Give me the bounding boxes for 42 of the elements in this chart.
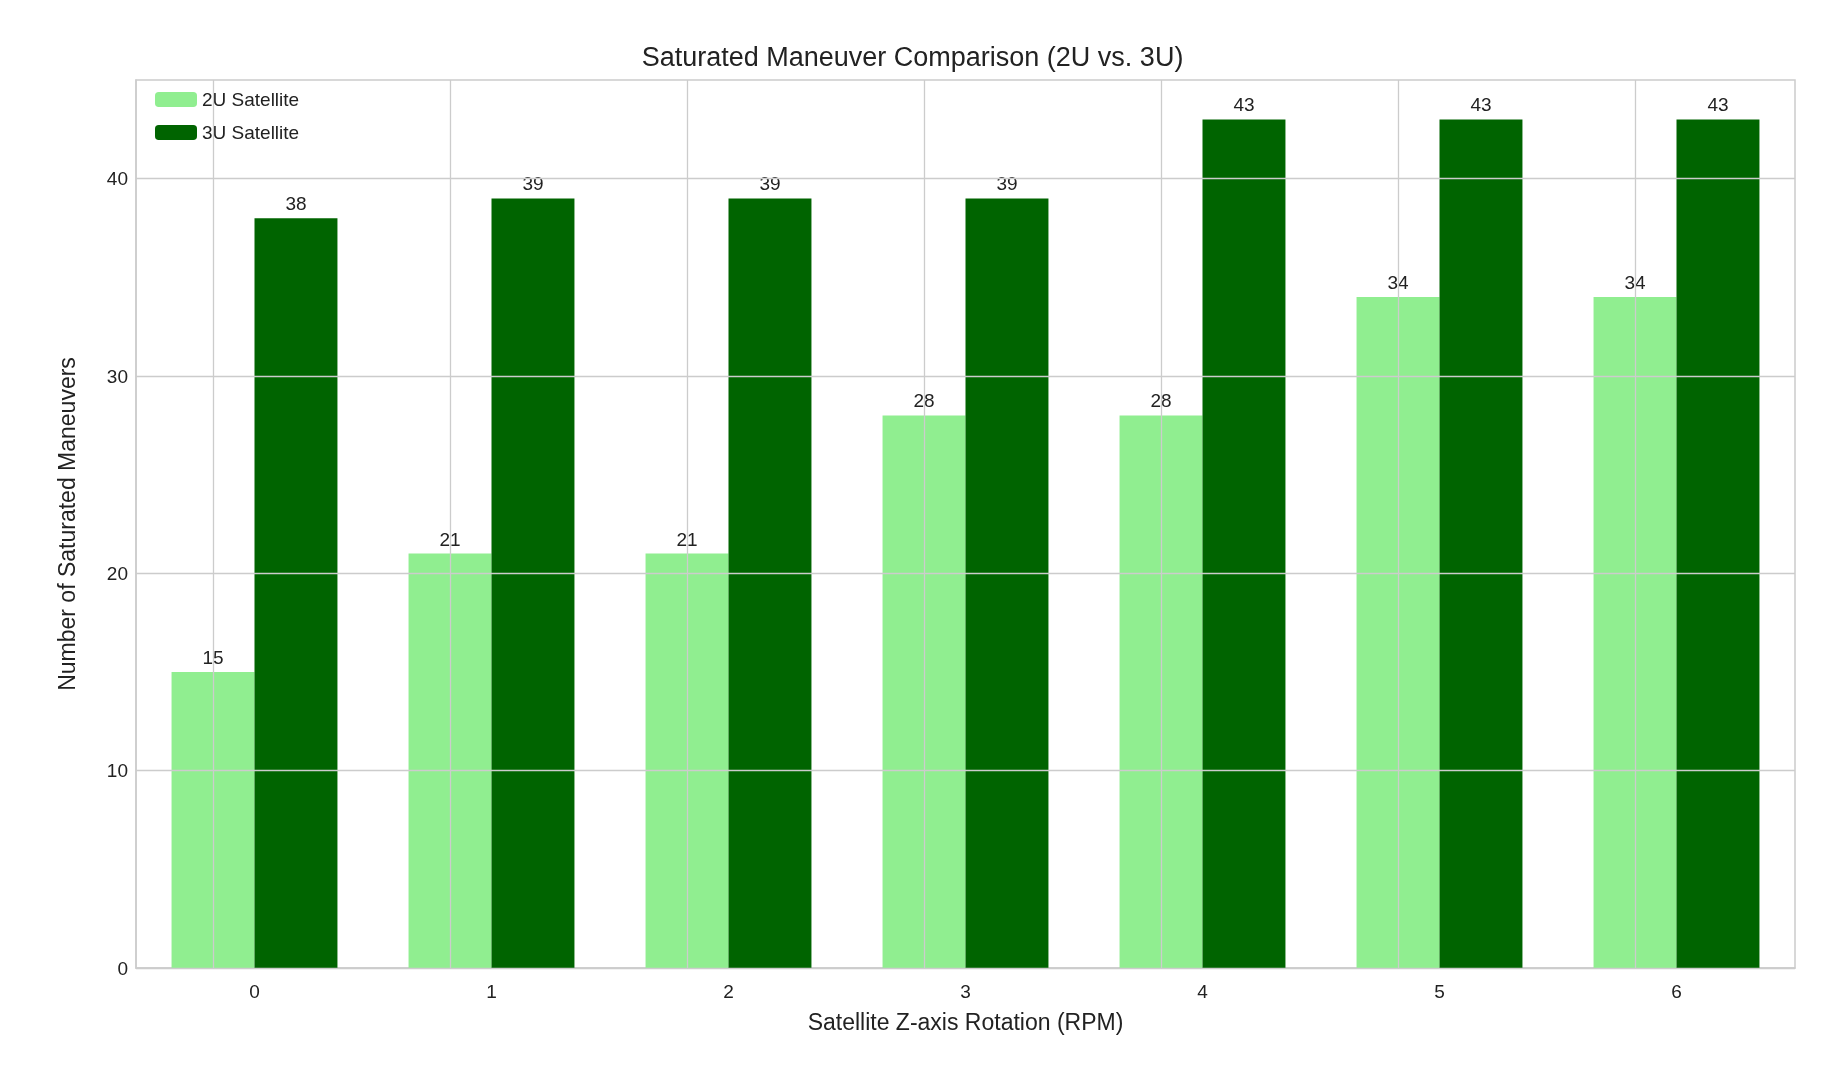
y-tick-label: 0 — [117, 957, 128, 979]
bar — [1356, 297, 1440, 968]
bar — [965, 198, 1049, 968]
y-tick-label: 10 — [106, 760, 128, 782]
bar — [728, 198, 812, 968]
data-label: 21 — [676, 528, 698, 550]
data-label: 34 — [1387, 272, 1410, 294]
y-tick-label: 20 — [106, 562, 128, 584]
bar — [1439, 119, 1523, 968]
y-tick-label: 30 — [106, 365, 128, 387]
x-tick-label: 6 — [1671, 981, 1682, 1002]
bar — [1202, 119, 1286, 968]
legend-label: 3U Satellite — [202, 122, 300, 143]
x-tick-label: 4 — [1197, 981, 1209, 1002]
bar — [171, 672, 255, 968]
data-label: 34 — [1624, 272, 1647, 294]
x-tick-label: 1 — [486, 981, 497, 1002]
data-label: 43 — [1707, 94, 1729, 116]
x-tick-label: 5 — [1434, 981, 1445, 1002]
bar — [254, 218, 338, 968]
x-tick-label: 3 — [960, 981, 971, 1002]
data-label: 21 — [439, 528, 461, 550]
bar — [1119, 415, 1203, 968]
legend-label: 2U Satellite — [202, 89, 300, 110]
data-label: 15 — [202, 647, 224, 668]
bar — [1593, 297, 1677, 968]
bar — [882, 415, 966, 968]
y-tick-label: 40 — [106, 168, 128, 190]
x-tick-label: 0 — [249, 981, 260, 1002]
chart-title: Saturated Maneuver Comparison (2U vs. 3U) — [641, 41, 1184, 72]
data-label: 43 — [1470, 94, 1492, 116]
bar — [408, 553, 492, 968]
data-label: 43 — [1233, 94, 1255, 116]
x-tick-label: 2 — [723, 981, 734, 1002]
data-label: 28 — [1150, 390, 1172, 412]
bar — [1676, 119, 1760, 968]
x-axis-title: Satellite Z-axis Rotation (RPM) — [807, 1008, 1124, 1035]
data-label: 38 — [285, 193, 307, 215]
data-label: 28 — [913, 390, 935, 412]
y-axis-title: Number of Saturated Maneuvers — [53, 357, 80, 691]
bar — [645, 553, 729, 968]
bar — [491, 198, 575, 968]
